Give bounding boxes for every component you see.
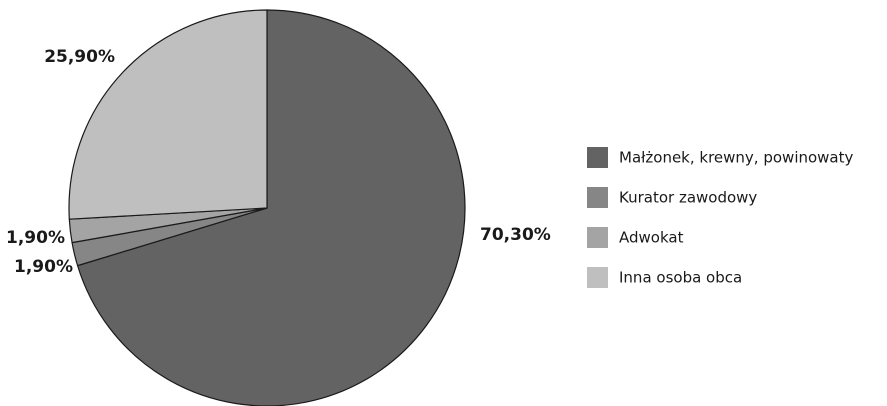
slice-label-inna-osoba-obca: 25,90% <box>44 47 115 67</box>
legend-swatch-adwokat <box>587 227 608 248</box>
legend: Małżonek, krewny, powinowaty Kurator zawo… <box>587 147 854 288</box>
legend-swatch-inna-osoba-obca <box>587 267 608 288</box>
pie-slices <box>68 9 466 406</box>
slice-label-adwokat: 1,90% <box>6 228 65 248</box>
slice-label-kurator-zawodowy: 1,90% <box>14 257 73 277</box>
legend-swatch-malzonek-krewny-powinowaty <box>587 147 608 168</box>
pie-labels: 70,30% 1,90% 1,90% 25,90% <box>6 47 551 277</box>
legend-label-inna-osoba-obca: Inna osoba obca <box>619 269 742 287</box>
legend-label-kurator-zawodowy: Kurator zawodowy <box>619 189 757 207</box>
slice-label-malzonek-krewny-powinowaty: 70,30% <box>480 225 551 245</box>
pie-slice-malzonek-krewny-powinowaty <box>76 9 466 406</box>
legend-label-malzonek-krewny-powinowaty: Małżonek, krewny, powinowaty <box>619 149 854 167</box>
legend-swatch-kurator-zawodowy <box>587 187 608 208</box>
legend-label-adwokat: Adwokat <box>619 229 684 247</box>
pie-slice-inna-osoba-obca <box>68 9 268 220</box>
